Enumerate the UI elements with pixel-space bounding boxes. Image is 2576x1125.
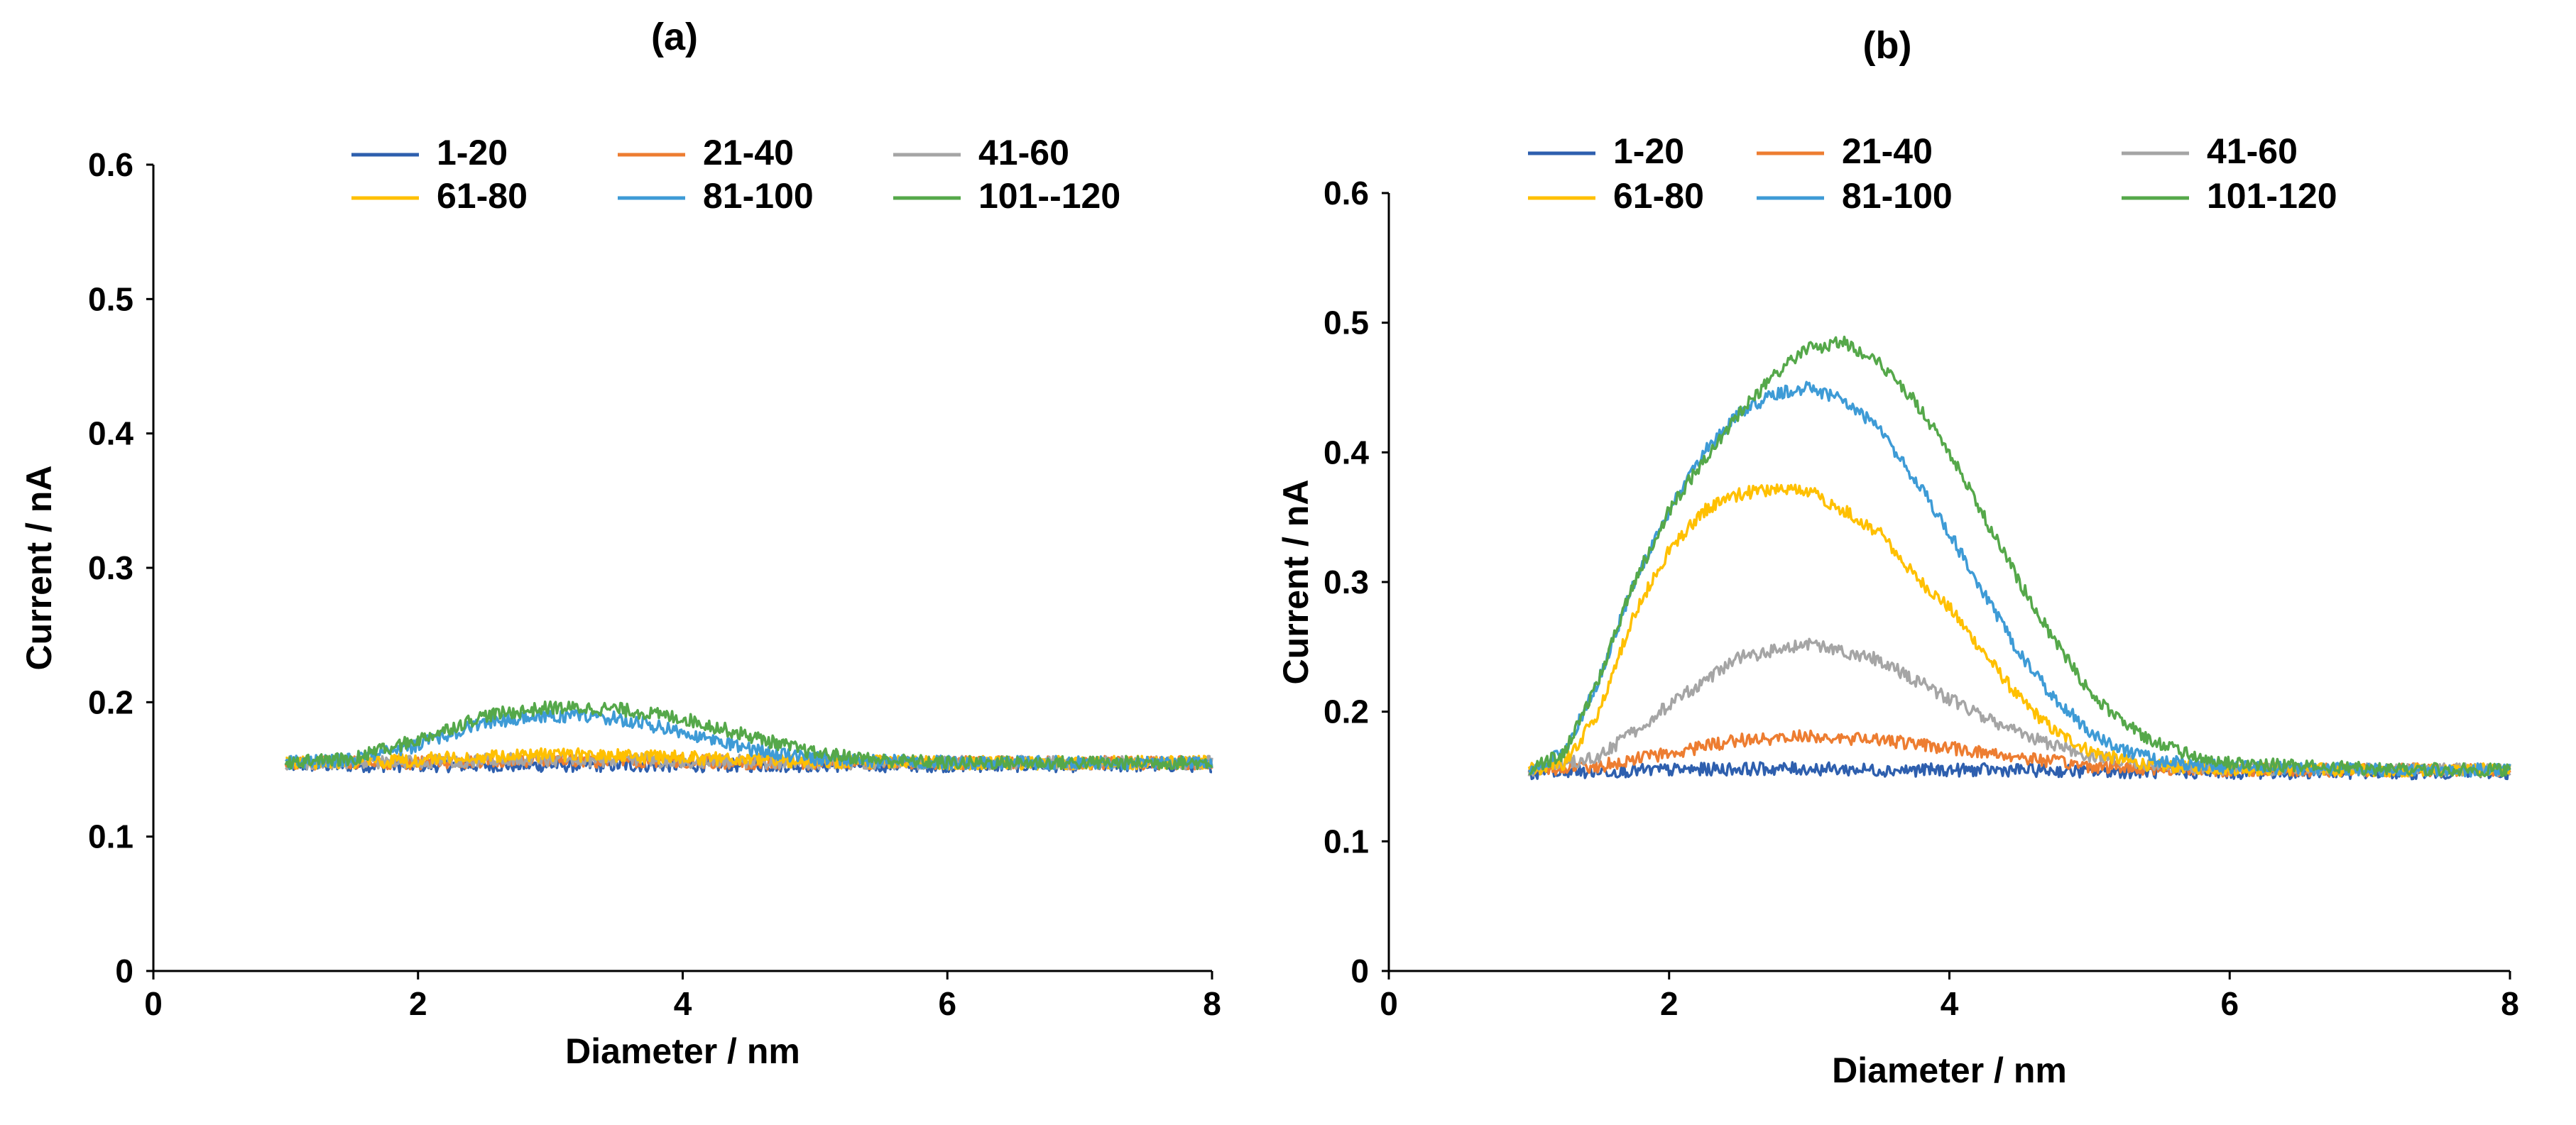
legend-label: 1-20 <box>1613 131 1684 171</box>
legend-label: 81-100 <box>703 176 814 216</box>
series-line-101--120 <box>284 700 1213 771</box>
legend-label: 41-60 <box>978 133 1069 172</box>
y-axis-title: Current / nA <box>19 466 59 671</box>
legend-label: 81-100 <box>1842 176 1953 216</box>
chart-panel-a: (a) 0 0.1 0.2 0.3 0.4 0.5 0.6 0 2 4 6 8 Diameter / nm… <box>19 16 1221 1071</box>
x-tick-label: 0 <box>144 985 163 1022</box>
series-line-61-80 <box>1527 483 2511 778</box>
x-tick-label: 0 <box>1380 985 1398 1022</box>
x-tick-label: 8 <box>2501 985 2519 1022</box>
x-axis-title: Diameter / nm <box>565 1031 800 1071</box>
y-tick-label: 0.3 <box>88 549 133 586</box>
legend-label: 41-60 <box>2207 131 2298 171</box>
y-tick-label: 0.2 <box>1324 693 1369 730</box>
y-tick-label: 0.6 <box>1324 175 1369 212</box>
y-tick-label: 0.4 <box>88 415 133 452</box>
y-tick-label: 0.3 <box>1324 564 1369 600</box>
legend-label: 21-40 <box>703 133 794 172</box>
y-tick-label: 0.5 <box>88 280 133 317</box>
legend-label: 21-40 <box>1842 131 1933 171</box>
chart-title: (a) <box>651 16 698 58</box>
x-tick-label: 2 <box>1660 985 1679 1022</box>
y-tick-label: 0.4 <box>1324 434 1369 471</box>
x-tick-label: 2 <box>409 985 427 1022</box>
x-tick-label: 6 <box>2220 985 2239 1022</box>
x-tick-label: 4 <box>1941 985 1959 1022</box>
x-tick-label: 8 <box>1203 985 1221 1022</box>
y-tick-label: 0 <box>1350 953 1369 989</box>
y-tick-label: 0.6 <box>88 146 133 183</box>
legend-label: 61-80 <box>1613 176 1704 216</box>
x-tick-label: 4 <box>674 985 692 1022</box>
y-tick-label: 0.5 <box>1324 304 1369 341</box>
y-tick-label: 0.1 <box>1324 823 1369 860</box>
legend-label: 101--120 <box>978 176 1120 216</box>
y-tick-label: 0 <box>115 953 133 989</box>
series-line-101-120 <box>1528 335 2511 778</box>
x-tick-label: 6 <box>938 985 956 1022</box>
legend-label: 61-80 <box>437 176 528 216</box>
chart-title: (b) <box>1863 24 1912 67</box>
legend-label: 101-120 <box>2207 176 2337 216</box>
series-line-61-80 <box>285 747 1213 771</box>
y-tick-label: 0.2 <box>88 684 133 720</box>
y-tick-label: 0.1 <box>88 818 133 855</box>
chart-panel-b: (b) 0 0.1 0.2 0.3 0.4 0.5 0.6 0 2 4 6 8 Diameter / nm… <box>1276 24 2519 1090</box>
y-axis-title: Current / nA <box>1276 480 1316 685</box>
x-axis-title: Diameter / nm <box>1832 1050 2067 1090</box>
legend-label: 1-20 <box>437 133 508 172</box>
